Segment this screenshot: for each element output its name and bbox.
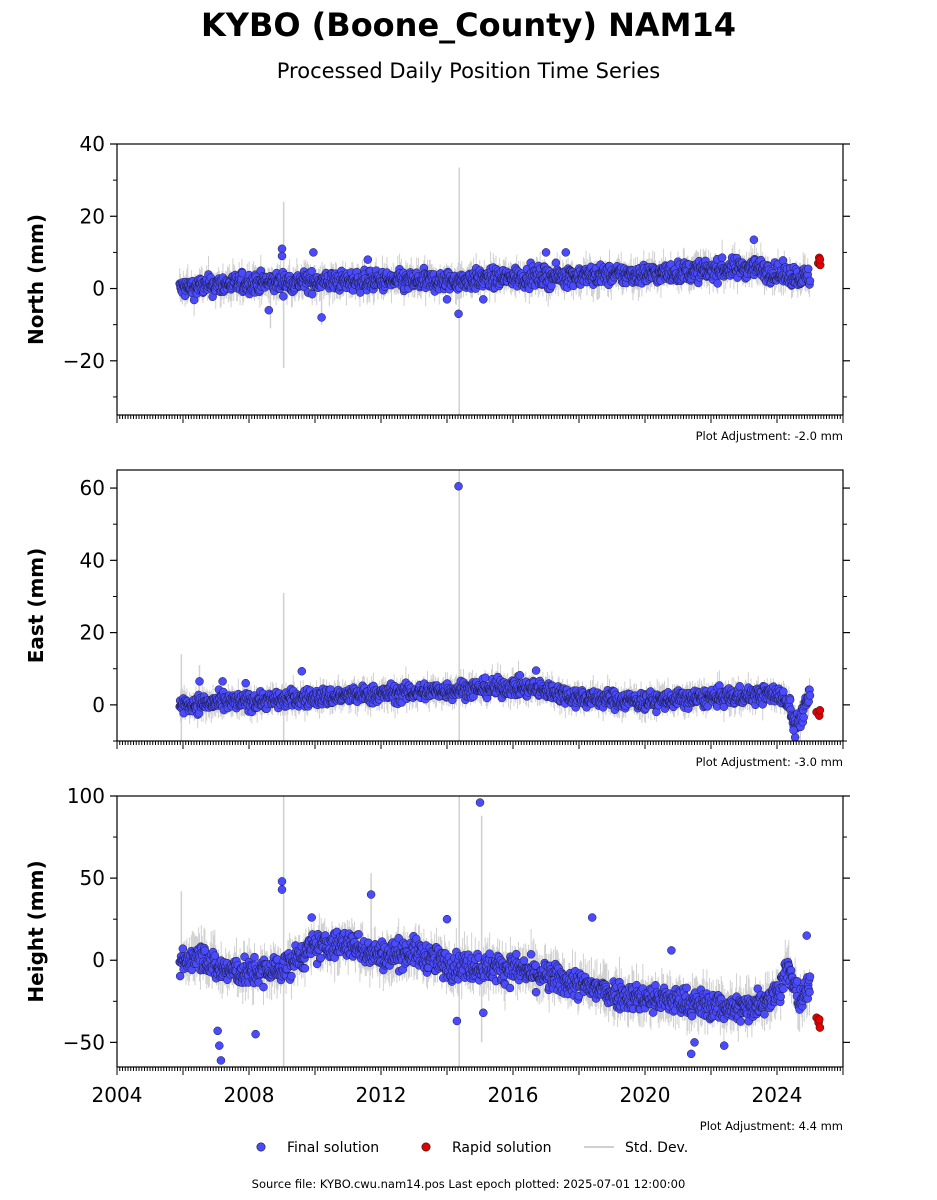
north-outlier-point bbox=[277, 251, 287, 261]
east-ytick-label: 60 bbox=[80, 476, 105, 500]
east-outlier-point bbox=[218, 677, 227, 686]
east-final-point bbox=[515, 670, 525, 680]
east-ylabel: East (mm) bbox=[24, 548, 48, 664]
north-ytick-label: −20 bbox=[63, 349, 105, 373]
east-rapid-point bbox=[815, 706, 825, 715]
north-ylabel: North (mm) bbox=[24, 214, 48, 345]
height-plot-area bbox=[175, 796, 825, 1067]
north-rapid-point bbox=[815, 255, 825, 264]
east-plot-area bbox=[175, 470, 825, 741]
north-outlier-point bbox=[363, 255, 373, 264]
east-final-point bbox=[799, 713, 808, 722]
north-final-point bbox=[279, 292, 288, 301]
north-ytick-label: 0 bbox=[92, 277, 105, 301]
east-outlier-point bbox=[531, 666, 541, 675]
north-panel: −20 0 20 40 North (mm) Plot Adjustment: -2.0 … bbox=[24, 132, 850, 443]
panels: −20 0 20 40 North (mm) Plot Adjustment: -2.0 … bbox=[24, 132, 850, 1133]
east-outlier-point bbox=[241, 678, 250, 688]
chart-subtitle: Processed Daily Position Time Series bbox=[277, 59, 661, 83]
north-outlier-point bbox=[264, 305, 274, 315]
north-outlier-point bbox=[317, 313, 326, 322]
east-outlier-point bbox=[195, 677, 204, 686]
north-final-point bbox=[713, 279, 722, 288]
east-outlier-point bbox=[789, 725, 798, 735]
east-ytick-label: 20 bbox=[80, 621, 105, 645]
north-outlier-point bbox=[749, 235, 759, 245]
north-outlier-point bbox=[454, 309, 463, 319]
east-final-points bbox=[175, 482, 815, 741]
east-panel: 0 20 40 60 East (mm) Plot Adjustment: -3.0 mm bbox=[24, 469, 850, 769]
north-final-point bbox=[551, 258, 561, 268]
north-outlier-point bbox=[442, 295, 452, 304]
east-outlier-point bbox=[297, 667, 307, 676]
north-outlier-point bbox=[541, 248, 551, 257]
east-final-point bbox=[779, 687, 788, 696]
east-ytick-label: 40 bbox=[80, 548, 105, 572]
east-final-point bbox=[785, 695, 795, 705]
north-ytick-label: 40 bbox=[80, 132, 105, 156]
north-final-point bbox=[803, 264, 813, 274]
east-outlier-point bbox=[454, 482, 463, 491]
north-adjustment: Plot Adjustment: -2.0 mm bbox=[696, 429, 843, 443]
north-outlier-point bbox=[277, 244, 287, 254]
east-final-point bbox=[735, 682, 744, 691]
north-outlier-point bbox=[479, 295, 488, 304]
north-final-point bbox=[717, 253, 727, 262]
north-outlier-point bbox=[309, 248, 318, 257]
north-final-point bbox=[805, 276, 815, 286]
east-adjustment: Plot Adjustment: -3.0 mm bbox=[696, 755, 843, 769]
east-outlier-point bbox=[790, 733, 800, 741]
east-final-point bbox=[805, 691, 815, 700]
east-ytick-label: 0 bbox=[92, 693, 105, 717]
north-plot-area bbox=[175, 167, 825, 415]
north-ytick-label: 20 bbox=[80, 204, 105, 228]
north-final-point bbox=[307, 289, 317, 299]
east-final-point bbox=[480, 673, 490, 683]
north-outlier-point bbox=[561, 248, 571, 257]
north-final-points bbox=[175, 235, 815, 322]
chart-title: KYBO (Boone_County) NAM14 bbox=[201, 6, 736, 44]
